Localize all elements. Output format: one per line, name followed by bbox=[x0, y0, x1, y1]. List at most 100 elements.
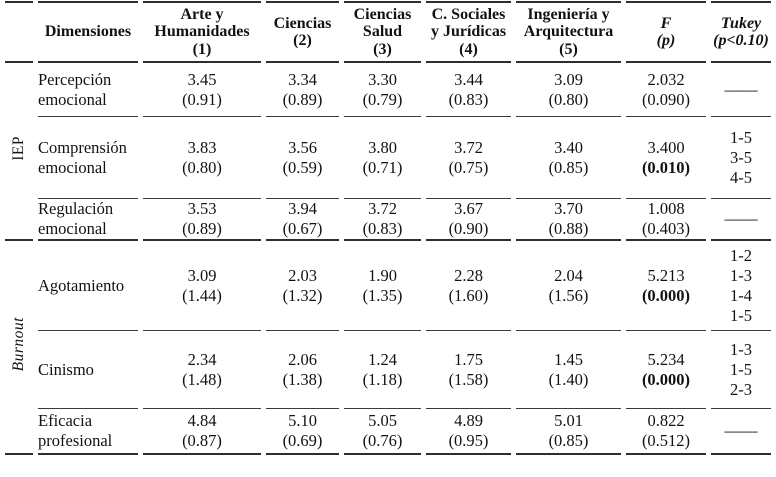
mean-sd-cell: 4.89 (0.95) bbox=[426, 409, 511, 455]
sd-value: (0.67) bbox=[282, 219, 323, 238]
f-value: 5.213 bbox=[647, 265, 685, 285]
sd-value: (0.76) bbox=[362, 431, 403, 450]
sd-value: (1.58) bbox=[448, 369, 489, 389]
mean-sd-cell: 3.30 (0.79) bbox=[344, 63, 421, 117]
sd-value: (1.60) bbox=[448, 285, 489, 305]
sd-value: (0.75) bbox=[448, 157, 489, 177]
table-row-regulacion: Regulación emocional 3.53 (0.89) 3.94 (0.6… bbox=[5, 199, 771, 241]
f-p-cell: 1.008 (0.403) bbox=[626, 199, 706, 241]
group-header-cell bbox=[5, 1, 33, 63]
mean-sd-cell: 3.70 (0.88) bbox=[516, 199, 621, 241]
mean-sd-cell: 2.34 (1.48) bbox=[143, 331, 261, 409]
header-p-label: (p) bbox=[656, 32, 676, 49]
mean-sd-cell: 3.34 (0.89) bbox=[266, 63, 339, 117]
mean-value: 3.94 bbox=[288, 199, 317, 218]
f-p-cell: 5.234 (0.000) bbox=[626, 331, 706, 409]
mean-sd-cell: 5.05 (0.76) bbox=[344, 409, 421, 455]
sd-value: (0.71) bbox=[362, 157, 403, 177]
header-col-number: (3) bbox=[373, 40, 392, 58]
header-ciencias: Ciencias (2) bbox=[266, 1, 339, 63]
mean-value: 5.10 bbox=[288, 411, 317, 430]
mean-value: 3.72 bbox=[454, 137, 483, 157]
header-col-name: Ingeniería y Arquitectura bbox=[523, 5, 614, 41]
mean-sd-cell: 1.45 (1.40) bbox=[516, 331, 621, 409]
tukey-cell: —— bbox=[711, 199, 771, 241]
header-col-number: (4) bbox=[459, 40, 478, 58]
tukey-cell: —— bbox=[711, 63, 771, 117]
header-col-number: (1) bbox=[192, 40, 212, 58]
mean-value: 3.44 bbox=[454, 69, 483, 89]
p-value: (0.512) bbox=[641, 431, 691, 450]
table-row-comprension: Comprensión emocional 3.83 (0.80) 3.56 (0.… bbox=[5, 117, 771, 199]
sd-value: (0.80) bbox=[182, 157, 222, 177]
mean-value: 1.45 bbox=[554, 349, 583, 369]
sd-value: (1.40) bbox=[548, 369, 589, 389]
mean-value: 3.70 bbox=[554, 199, 583, 218]
mean-value: 2.34 bbox=[187, 349, 217, 369]
mean-value: 4.84 bbox=[187, 411, 217, 430]
header-tukey-label: Tukey bbox=[720, 14, 762, 32]
mean-value: 3.72 bbox=[368, 199, 397, 218]
header-ciencias-salud: Ciencias Salud (3) bbox=[344, 1, 421, 63]
mean-sd-cell: 1.75 (1.58) bbox=[426, 331, 511, 409]
header-sociales-juridicas: C. Sociales y Jurídicas (4) bbox=[426, 1, 511, 63]
mean-sd-cell: 3.56 (0.59) bbox=[266, 117, 339, 199]
header-col-name: Arte y Humanidades bbox=[154, 5, 250, 41]
header-dimensiones-label: Dimensiones bbox=[44, 23, 132, 41]
header-f-label: F bbox=[660, 14, 672, 32]
tukey-cell: 1-5 3-5 4-5 bbox=[711, 117, 771, 199]
dimension-cell: Percepción emocional bbox=[38, 63, 138, 117]
mean-sd-cell: 1.24 (1.18) bbox=[344, 331, 421, 409]
sd-value: (0.90) bbox=[448, 219, 489, 238]
sd-value: (0.80) bbox=[548, 89, 589, 109]
f-p-cell: 2.032 (0.090) bbox=[626, 63, 706, 117]
sd-value: (0.85) bbox=[548, 157, 589, 177]
sd-value: (0.83) bbox=[448, 89, 489, 109]
mean-sd-cell: 3.83 (0.80) bbox=[143, 117, 261, 199]
table-row-eficacia: Eficacia profesional 4.84 (0.87) 5.10 (0.6… bbox=[5, 409, 771, 455]
sd-value: (0.88) bbox=[548, 219, 589, 238]
p-value: (0.090) bbox=[641, 89, 691, 109]
mean-sd-cell: 3.53 (0.89) bbox=[143, 199, 261, 241]
mean-value: 4.89 bbox=[454, 411, 483, 430]
mean-sd-cell: 3.80 (0.71) bbox=[344, 117, 421, 199]
group-label-cell-iep: IEP bbox=[5, 63, 33, 241]
mean-sd-cell: 2.03 (1.32) bbox=[266, 241, 339, 331]
mean-value: 2.28 bbox=[454, 265, 483, 285]
header-col-number: (2) bbox=[293, 32, 312, 49]
mean-sd-cell: 3.94 (0.67) bbox=[266, 199, 339, 241]
f-value: 1.008 bbox=[647, 199, 685, 218]
p-value-significant: (0.000) bbox=[641, 285, 691, 305]
f-p-cell: 0.822 (0.512) bbox=[626, 409, 706, 455]
mean-value: 3.53 bbox=[187, 199, 217, 218]
mean-value: 5.05 bbox=[368, 411, 397, 430]
mean-value: 3.40 bbox=[554, 137, 583, 157]
tukey-cell: —— bbox=[711, 409, 771, 455]
header-col-name: Ciencias Salud bbox=[353, 5, 412, 41]
mean-sd-cell: 3.09 (1.44) bbox=[143, 241, 261, 331]
header-col-name: Ciencias bbox=[273, 14, 332, 32]
mean-value: 5.01 bbox=[554, 411, 583, 430]
mean-sd-cell: 2.04 (1.56) bbox=[516, 241, 621, 331]
mean-sd-cell: 3.72 (0.83) bbox=[344, 199, 421, 241]
sd-value: (0.95) bbox=[448, 431, 489, 450]
mean-sd-cell: 5.10 (0.69) bbox=[266, 409, 339, 455]
header-arte-humanidades: Arte y Humanidades (1) bbox=[143, 1, 261, 63]
mean-value: 3.45 bbox=[187, 69, 217, 89]
dimension-cell: Comprensión emocional bbox=[38, 117, 138, 199]
sd-value: (1.32) bbox=[282, 285, 323, 305]
table-row-agotamiento: Burnout Agotamiento 3.09 (1.44) 2.03 (1.32… bbox=[5, 241, 771, 455]
mean-value: 1.90 bbox=[368, 265, 397, 285]
mean-value: 3.30 bbox=[368, 69, 397, 89]
sd-value: (0.91) bbox=[182, 89, 222, 109]
f-p-cell: 3.400 (0.010) bbox=[626, 117, 706, 199]
p-value-significant: (0.010) bbox=[641, 157, 691, 177]
sd-value: (0.83) bbox=[362, 219, 403, 238]
sd-value: (0.89) bbox=[282, 89, 323, 109]
sd-value: (0.59) bbox=[282, 157, 323, 177]
group-label-burnout: Burnout bbox=[10, 317, 27, 372]
table-row-percepcion: IEP Percepción emocional 3.45 (0.91) 3.34… bbox=[5, 63, 771, 241]
table-header-row: Dimensiones Arte y Humanidades (1) Cienc… bbox=[5, 1, 771, 63]
sd-value: (1.44) bbox=[182, 285, 222, 305]
mean-value: 3.67 bbox=[454, 199, 483, 218]
